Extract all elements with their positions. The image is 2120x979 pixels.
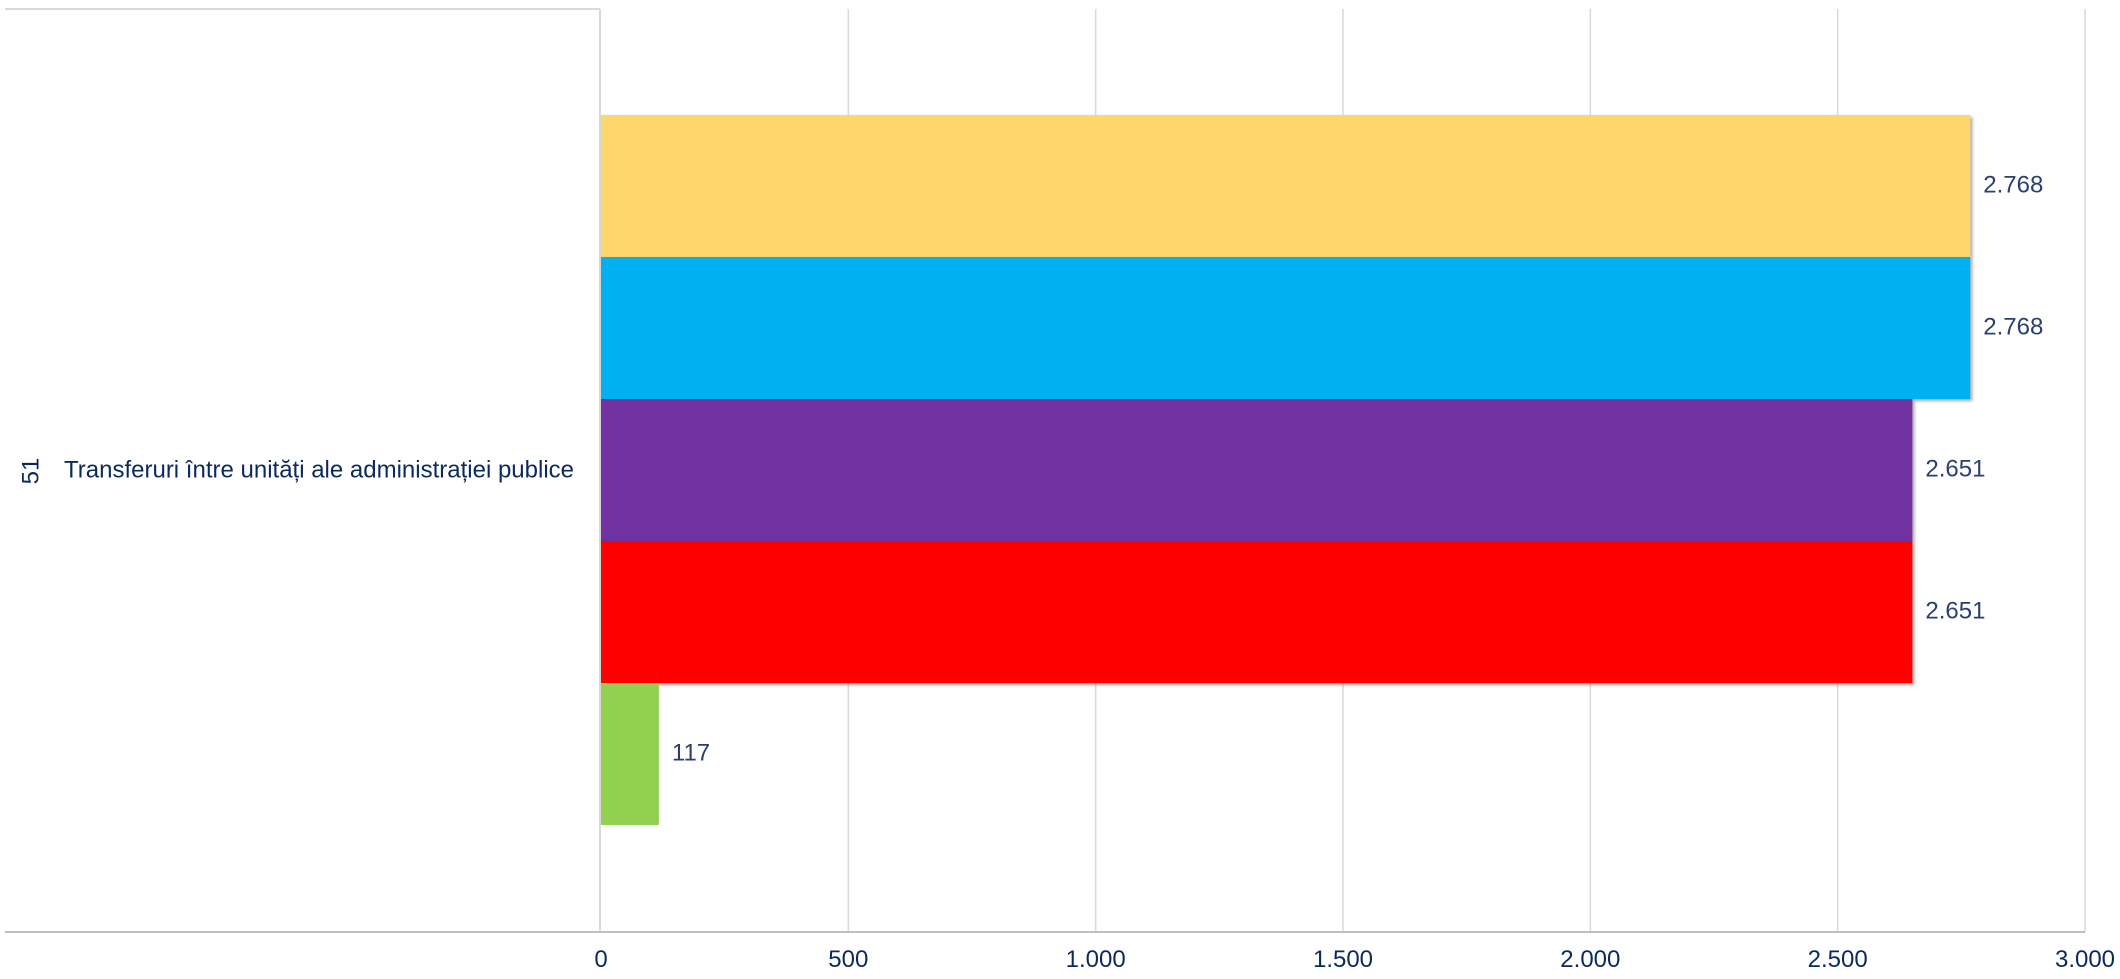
bar: [601, 541, 1913, 683]
data-label: 2.651: [1925, 597, 1985, 624]
x-tick-label: 2.500: [1808, 946, 1868, 973]
data-label: 2.651: [1925, 455, 1985, 482]
bars: [601, 115, 1971, 825]
x-tick-label: 1.000: [1066, 946, 1126, 973]
x-tick-label: 3.000: [2055, 946, 2115, 973]
x-tick-label: 1.500: [1313, 946, 1373, 973]
data-label: 117: [672, 739, 710, 766]
data-labels: 2.768 2.768 2.651 2.651 117: [672, 171, 2043, 766]
category-label: Transferuri între unități ale administra…: [64, 456, 574, 483]
data-label: 2.768: [1983, 313, 2043, 340]
x-tick-label: 0: [594, 946, 607, 973]
bar: [601, 683, 659, 825]
category-code-label: 51: [17, 458, 44, 485]
data-label: 2.768: [1983, 171, 2043, 198]
bar: [601, 399, 1913, 541]
x-tick-label: 500: [828, 946, 868, 973]
bar: [601, 257, 1971, 399]
bar: [601, 115, 1971, 257]
x-tick-label: 2.000: [1560, 946, 1620, 973]
x-tick-labels: 0 500 1.000 1.500 2.000 2.500 3.000: [594, 946, 2115, 973]
